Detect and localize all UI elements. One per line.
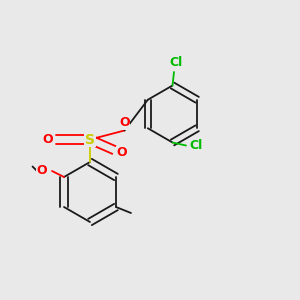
Text: O: O bbox=[43, 133, 53, 146]
Text: O: O bbox=[119, 116, 130, 130]
Text: O: O bbox=[116, 146, 127, 160]
Text: O: O bbox=[36, 164, 47, 178]
Text: S: S bbox=[85, 133, 95, 146]
Text: Cl: Cl bbox=[169, 56, 182, 70]
Text: Cl: Cl bbox=[190, 139, 203, 152]
